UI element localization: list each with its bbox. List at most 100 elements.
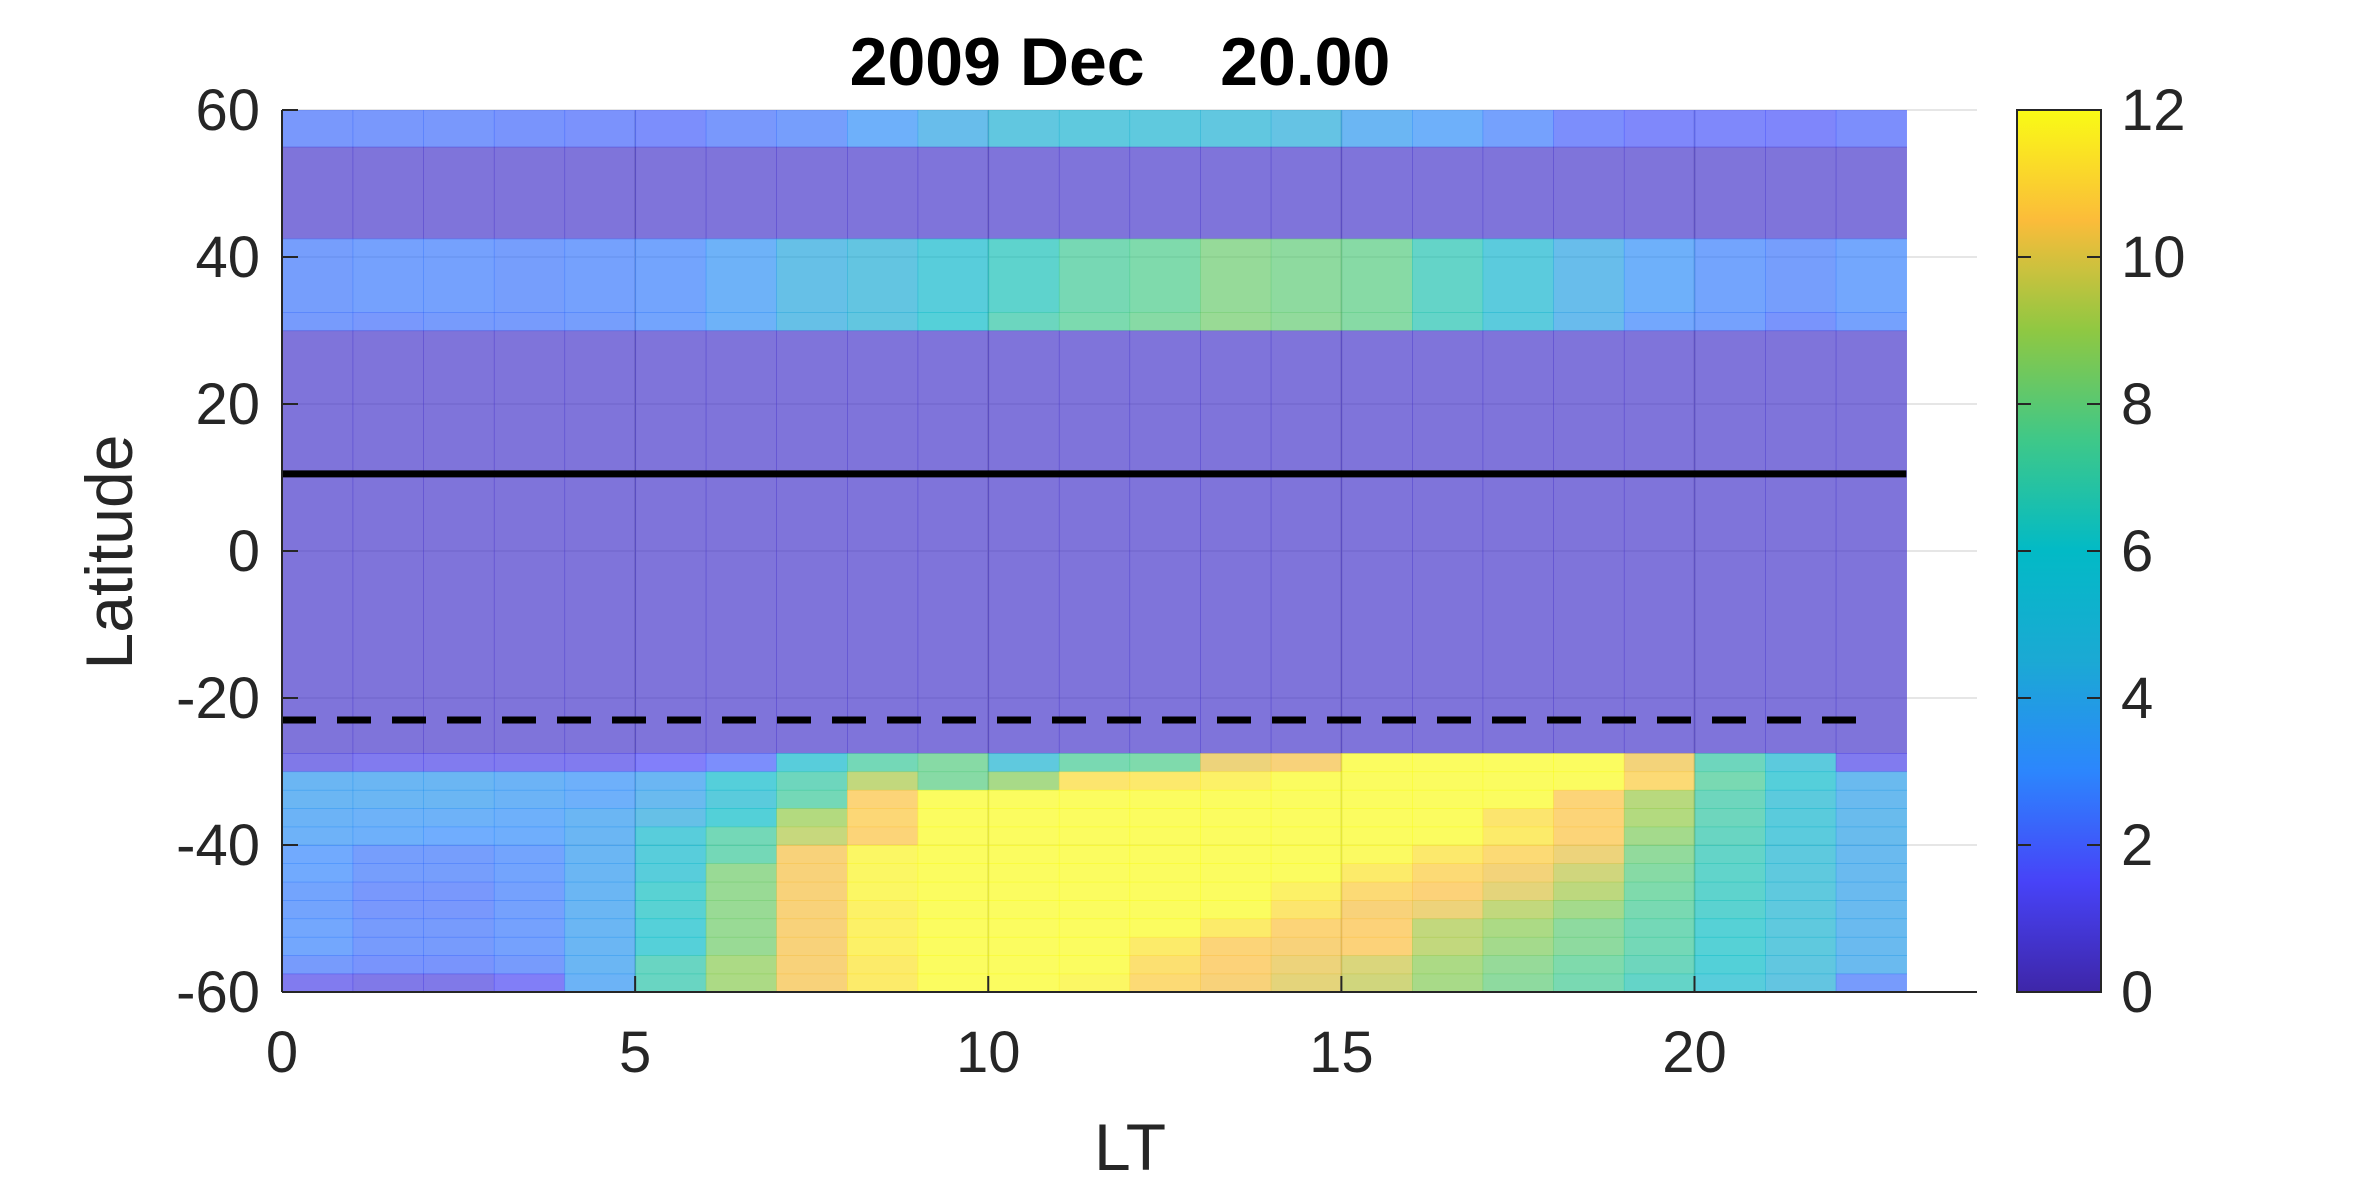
heatmap-cell — [776, 771, 848, 791]
heatmap-cell — [705, 753, 777, 773]
heatmap-cell — [1835, 146, 1907, 240]
heatmap-cell — [1341, 146, 1413, 240]
heatmap-cell — [282, 845, 354, 864]
heatmap-cell — [1765, 955, 1837, 975]
heatmap-cell — [705, 936, 777, 956]
heatmap-cell — [282, 110, 354, 148]
heatmap-cell — [1058, 146, 1131, 240]
heatmap-cell — [1058, 918, 1131, 938]
heatmap-cell — [917, 110, 989, 148]
heatmap-cell — [1412, 918, 1484, 938]
heatmap-cell — [1270, 771, 1342, 791]
heatmap-cell — [917, 863, 989, 883]
heatmap-cell — [564, 771, 636, 791]
heatmap-cell — [635, 918, 707, 938]
heatmap-cell — [352, 936, 424, 956]
heatmap-cell — [1270, 110, 1342, 148]
heatmap-cell — [352, 789, 424, 809]
heatmap-cell — [635, 808, 707, 828]
heatmap-cell — [988, 826, 1060, 846]
heatmap-cell — [282, 863, 354, 883]
heatmap-cell — [1694, 845, 1766, 864]
heatmap-cell — [1835, 312, 1907, 332]
heatmap-cell — [1270, 826, 1342, 846]
heatmap-cell — [352, 900, 424, 920]
heatmap-cell — [493, 330, 566, 754]
heatmap-cell — [282, 973, 354, 993]
heatmap-cell — [1835, 789, 1907, 809]
x-tick-label: 10 — [956, 1020, 1021, 1085]
heatmap-cell — [1200, 789, 1272, 809]
colorbar-tick-label: 4 — [2121, 666, 2153, 731]
heatmap-cell — [1553, 312, 1625, 332]
heatmap-cell — [352, 808, 424, 828]
heatmap-cell — [493, 238, 566, 313]
heatmap-cell — [564, 753, 636, 773]
heatmap-cell — [1553, 238, 1625, 313]
heatmap-cell — [847, 146, 919, 240]
heatmap-cell — [1694, 955, 1766, 975]
heatmap-cell — [1623, 238, 1696, 313]
heatmap-cell — [705, 863, 777, 883]
heatmap-cell — [564, 881, 636, 901]
heatmap-cell — [1482, 312, 1554, 332]
heatmap-cell — [1694, 789, 1766, 809]
heatmap-cell — [423, 826, 495, 846]
heatmap-cell — [564, 330, 636, 754]
colorbar-tick-label: 0 — [2121, 960, 2153, 1025]
heatmap-cell — [1694, 881, 1766, 901]
heatmap-cell — [1058, 973, 1131, 993]
heatmap-cell — [1835, 918, 1907, 938]
heatmap-cell — [1835, 900, 1907, 920]
heatmap-cell — [1341, 330, 1413, 754]
heatmap-cell — [282, 955, 354, 975]
heatmap-cell — [776, 936, 848, 956]
heatmap-cell — [1412, 789, 1484, 809]
heatmap-cell — [776, 789, 848, 809]
heatmap-cell — [917, 330, 989, 754]
x-tick-label: 15 — [1309, 1020, 1374, 1085]
y-tick-label: 60 — [195, 78, 260, 143]
heatmap-cell — [493, 826, 566, 846]
heatmap-cell — [1270, 918, 1342, 938]
heatmap-cell — [493, 973, 566, 993]
heatmap-cell — [1341, 918, 1413, 938]
heatmap-cell — [1835, 973, 1907, 993]
chart-title: 2009 Dec 20.00 — [850, 24, 1391, 100]
heatmap-cell — [705, 900, 777, 920]
heatmap-cell — [1341, 110, 1413, 148]
heatmap-cell — [1623, 918, 1696, 938]
heatmap-cell — [705, 110, 777, 148]
heatmap-cell — [1412, 312, 1484, 332]
heatmap-cell — [1623, 863, 1696, 883]
heatmap-cell — [1835, 771, 1907, 791]
heatmap-cell — [1270, 753, 1342, 773]
heatmap-cell — [1482, 808, 1554, 828]
heatmap-cell — [988, 863, 1060, 883]
heatmap-cell — [635, 955, 707, 975]
heatmap-cell — [847, 881, 919, 901]
heatmap-cell — [1482, 881, 1554, 901]
heatmap-cell — [1553, 936, 1625, 956]
heatmap-cell — [1129, 826, 1201, 846]
heatmap-cell — [1129, 110, 1201, 148]
heatmap-cell — [423, 881, 495, 901]
heatmap-cell — [1765, 330, 1837, 754]
heatmap-cell — [493, 312, 566, 332]
y-tick-label: 0 — [228, 519, 260, 584]
heatmap-cell — [988, 753, 1060, 773]
heatmap-cell — [1694, 936, 1766, 956]
heatmap-cell — [847, 955, 919, 975]
heatmap-cell — [1835, 753, 1907, 773]
heatmap-cell — [1482, 789, 1554, 809]
heatmap-cell — [1553, 753, 1625, 773]
heatmap-cell — [705, 312, 777, 332]
heatmap-cell — [423, 845, 495, 864]
heatmap-cell — [1765, 826, 1837, 846]
heatmap-cell — [1200, 146, 1272, 240]
heatmap-cell — [1765, 918, 1837, 938]
heatmap-cell — [1765, 146, 1837, 240]
heatmap-cell — [776, 881, 848, 901]
heatmap-cell — [847, 936, 919, 956]
heatmap-cell — [776, 826, 848, 846]
